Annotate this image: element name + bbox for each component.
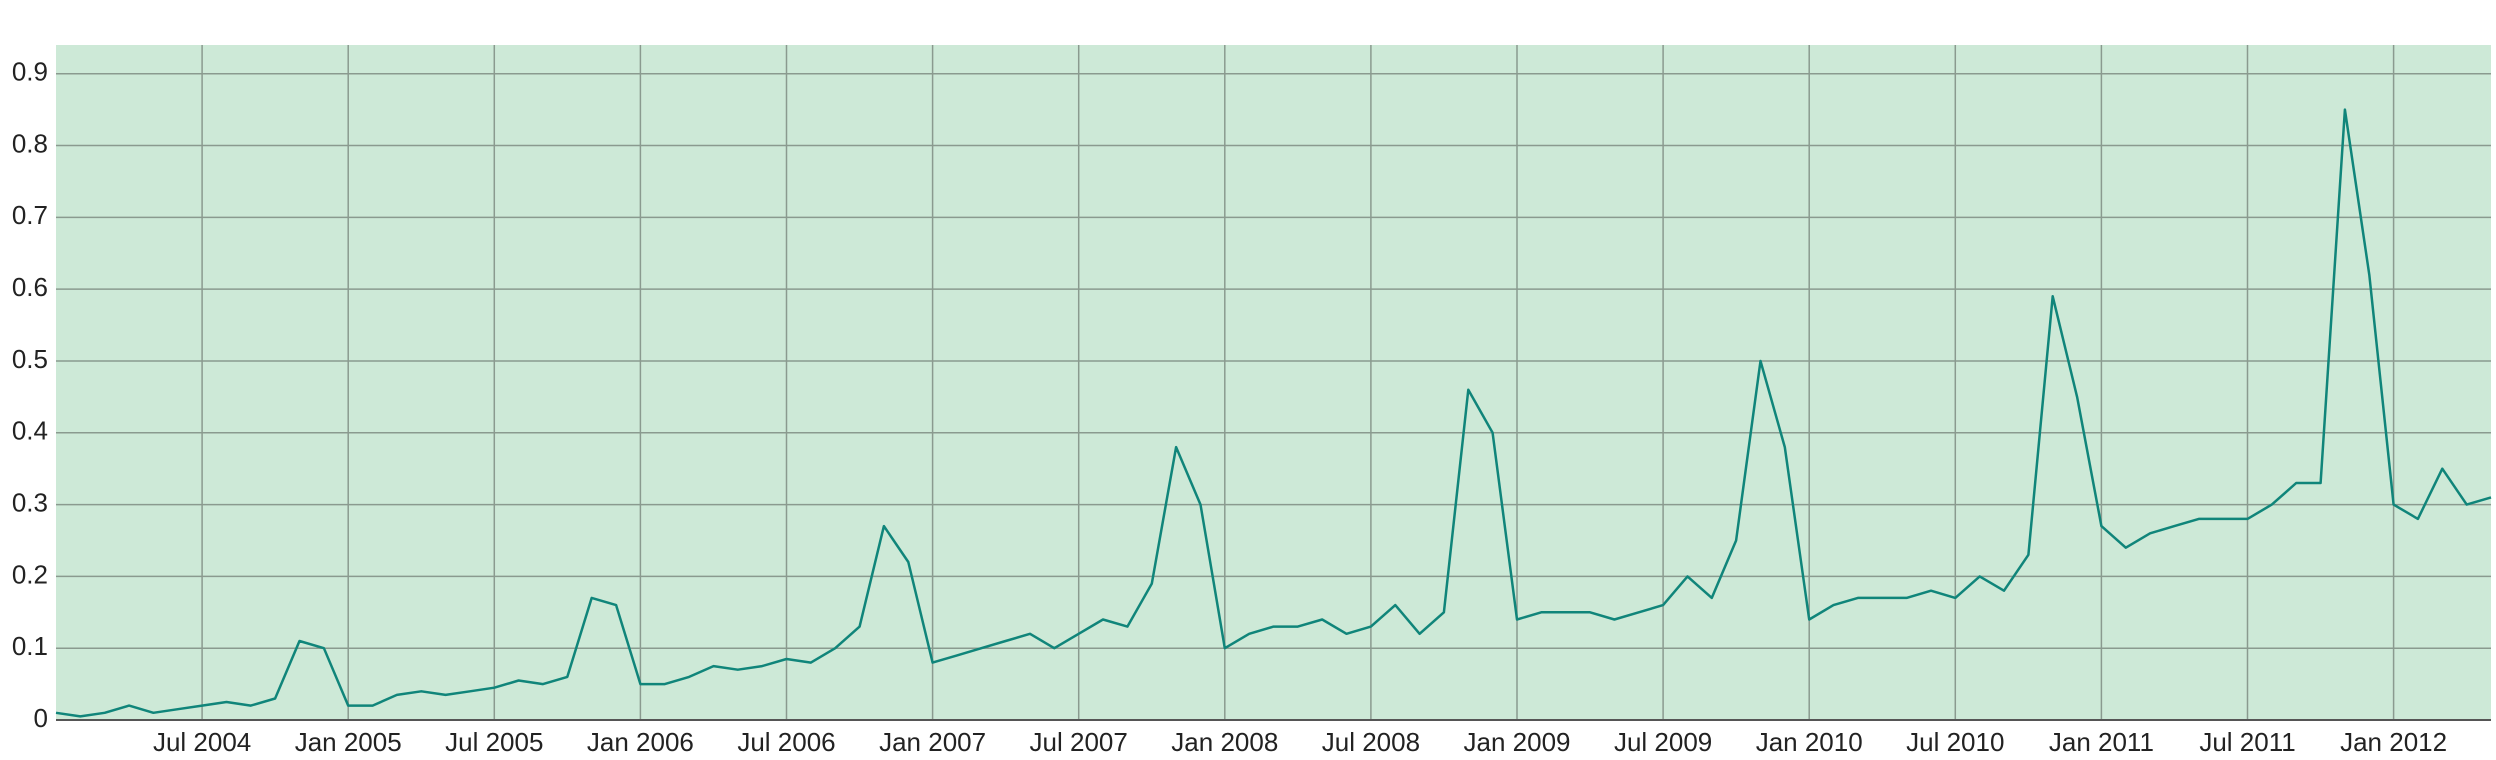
x-tick-label: Jul 2011 xyxy=(2199,727,2295,757)
y-tick-label: 0.6 xyxy=(12,272,48,302)
y-tick-label: 0.7 xyxy=(12,200,48,230)
y-tick-label: 0.2 xyxy=(12,559,48,589)
y-tick-label: 0 xyxy=(34,703,48,733)
x-tick-label: Jan 2005 xyxy=(295,727,402,757)
x-tick-label: Jan 2008 xyxy=(1171,727,1278,757)
x-tick-label: Jul 2008 xyxy=(1322,727,1420,757)
x-tick-label: Jan 2006 xyxy=(587,727,694,757)
x-tick-label: Jul 2010 xyxy=(1906,727,2004,757)
data-line xyxy=(55,108,2492,718)
x-tick-label: Jan 2012 xyxy=(2340,727,2447,757)
x-tick-label: Jul 2004 xyxy=(153,727,251,757)
y-tick-label: 0.1 xyxy=(12,631,48,661)
y-tick-label: 0.3 xyxy=(12,487,48,517)
y-tick-label: 0.4 xyxy=(12,416,48,446)
plot-background xyxy=(56,45,2491,720)
x-tick-label: Jul 2005 xyxy=(445,727,543,757)
y-tick-label: 0.9 xyxy=(12,57,48,87)
x-tick-label: Jan 2011 xyxy=(2049,727,2154,757)
x-tick-label: Jan 2010 xyxy=(1756,727,1863,757)
x-tick-label: Jan 2007 xyxy=(879,727,986,757)
x-tick-label: Jul 2007 xyxy=(1030,727,1128,757)
x-tick-label: Jul 2006 xyxy=(737,727,835,757)
x-tick-label: Jan 2009 xyxy=(1464,727,1571,757)
y-tick-label: 0.5 xyxy=(12,344,48,374)
x-tick-label: Jul 2009 xyxy=(1614,727,1712,757)
y-tick-label: 0.8 xyxy=(12,128,48,158)
